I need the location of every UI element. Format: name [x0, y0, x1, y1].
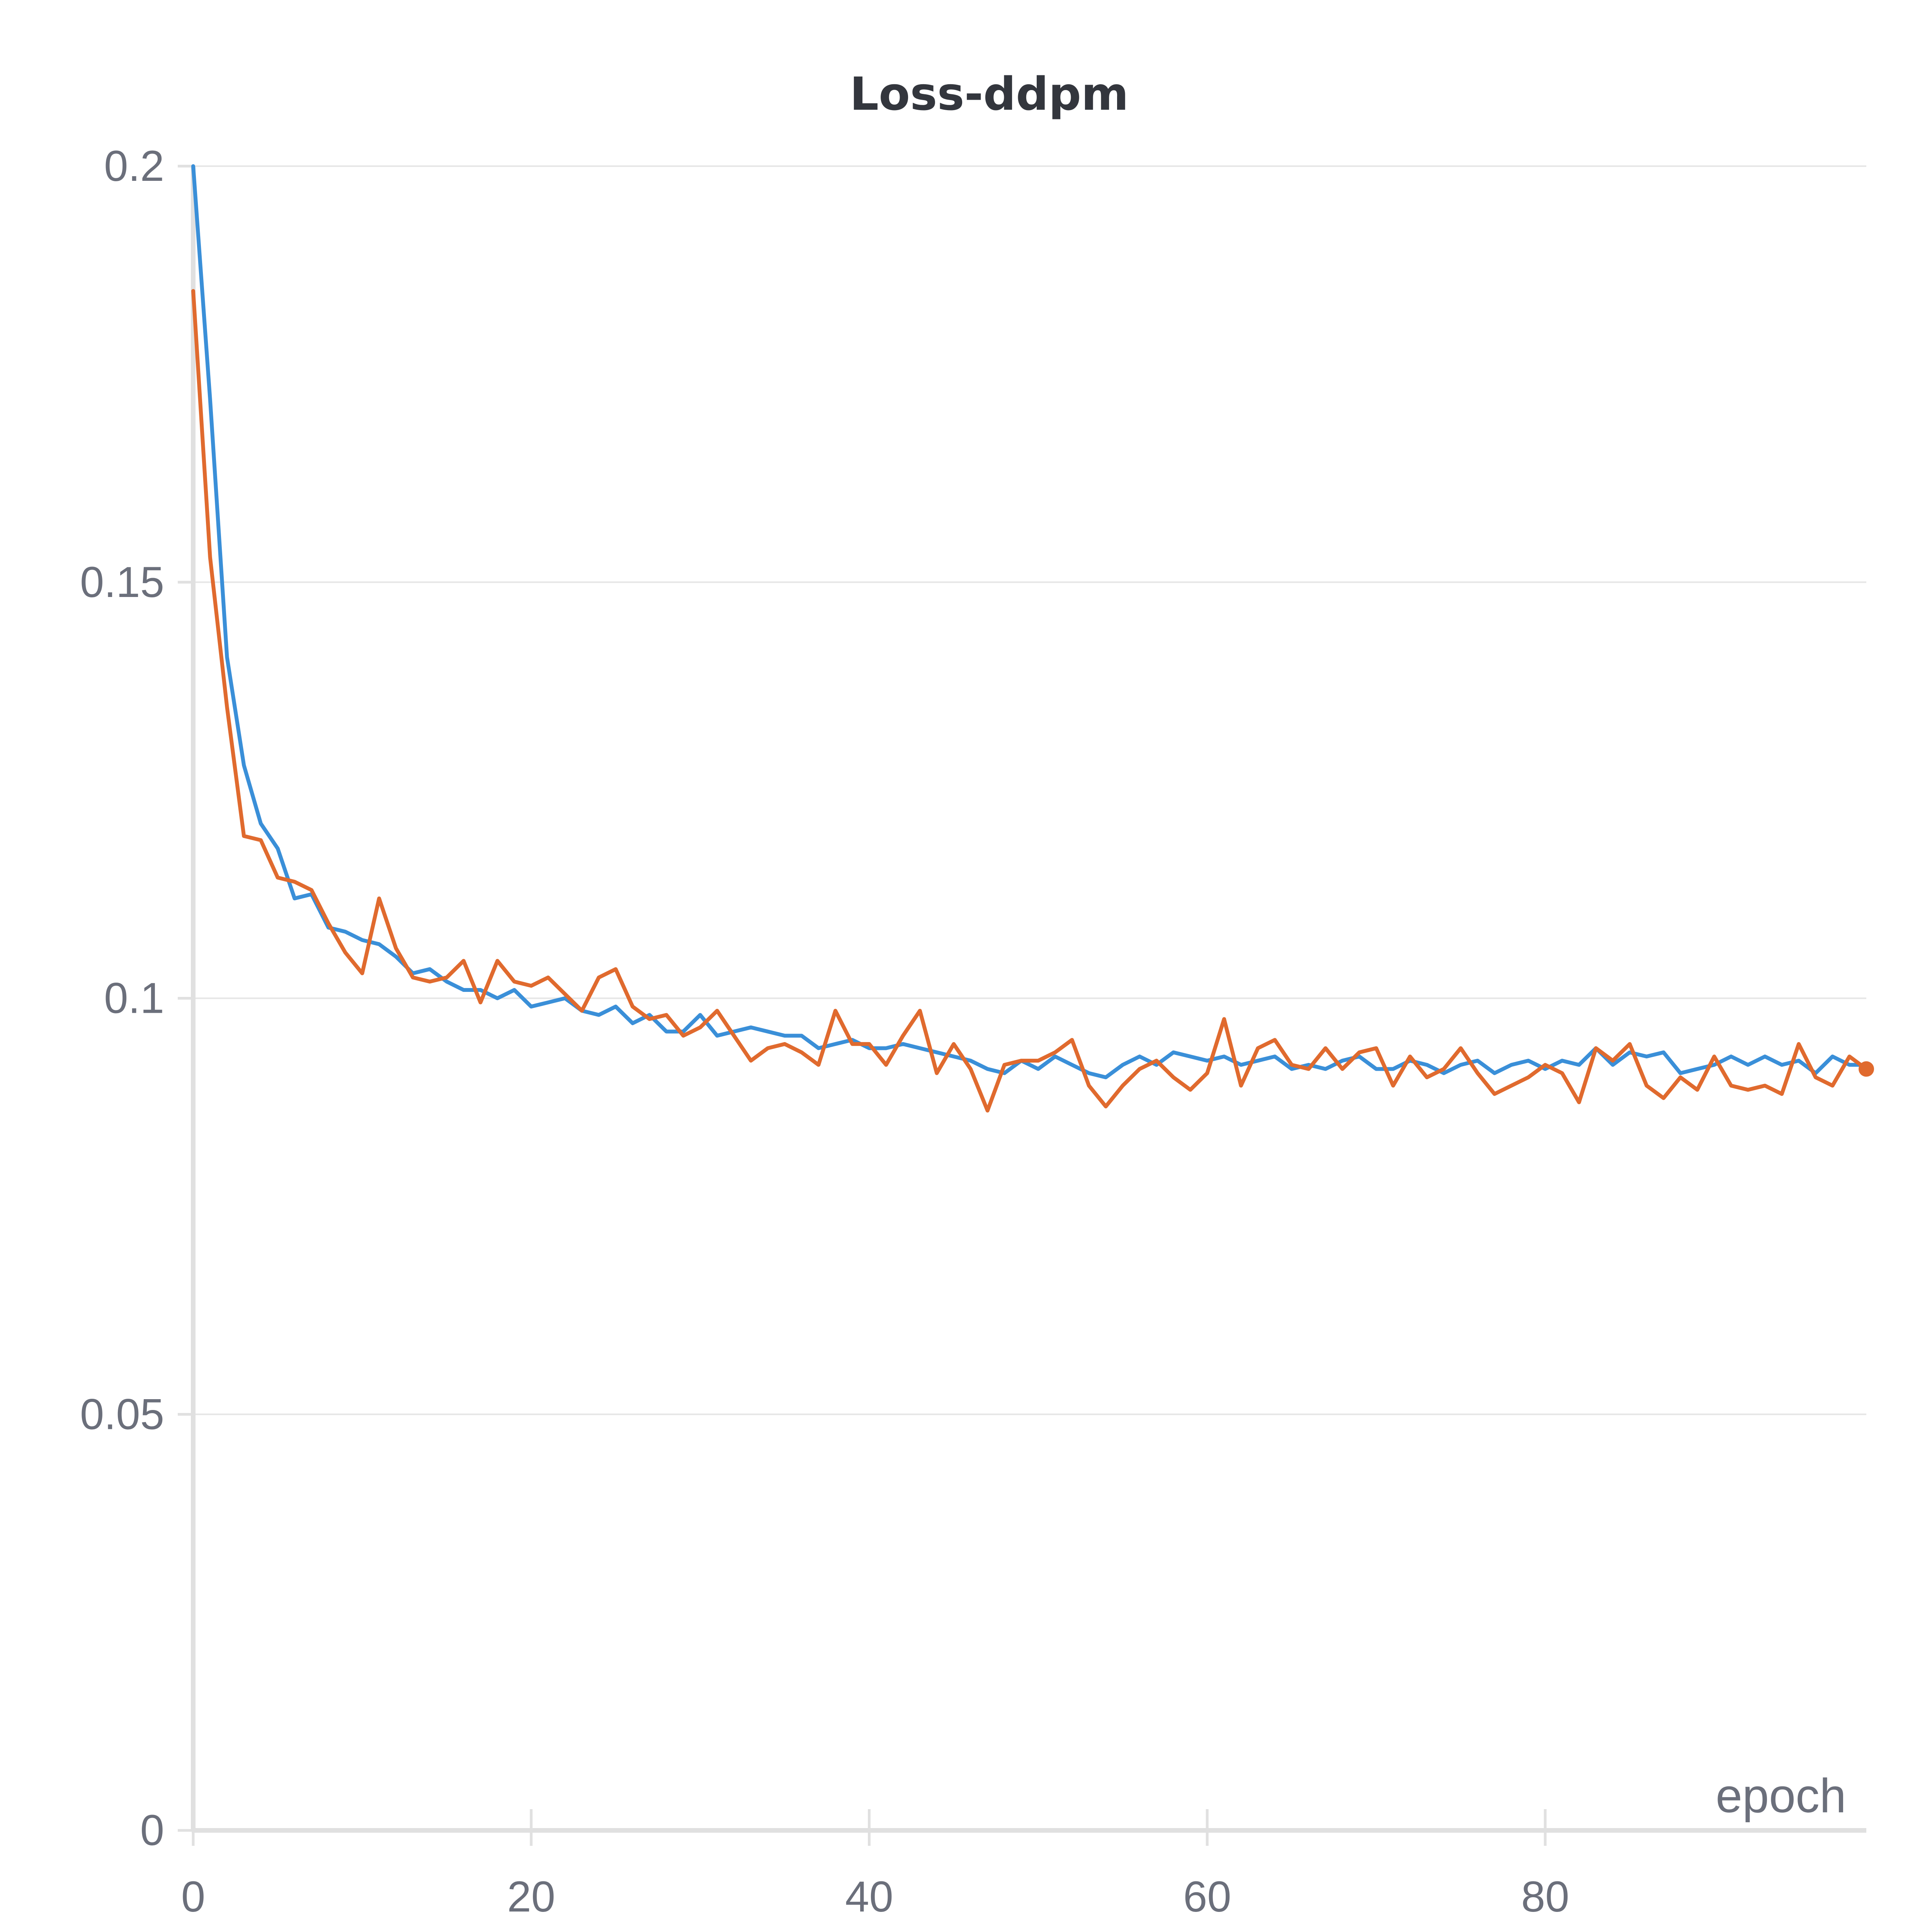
x-tick-label: 20 — [507, 1872, 555, 1921]
series-lines — [191, 164, 1874, 1113]
x-axis-label: epoch — [1716, 1769, 1846, 1823]
series-end-marker — [1859, 1061, 1874, 1077]
x-tick-label: 80 — [1521, 1872, 1570, 1921]
y-tick-label: 0.15 — [80, 558, 164, 606]
x-tick-label: 0 — [181, 1872, 205, 1921]
x-tick-label: 40 — [845, 1872, 893, 1921]
y-tick-label: 0 — [140, 1806, 164, 1854]
chart-title: Loss-ddpm — [850, 67, 1129, 121]
series-line-1 — [191, 164, 1868, 1080]
x-tick-label: 60 — [1183, 1872, 1231, 1921]
y-tick-label: 0.2 — [104, 142, 164, 190]
y-tick-label: 0.1 — [104, 974, 164, 1022]
grid-lines — [193, 165, 1866, 1415]
x-axis-ticks: 0 20 40 60 80 — [181, 1809, 1569, 1921]
y-tick-label: 0.05 — [80, 1390, 164, 1438]
series-line-2 — [191, 289, 1868, 1113]
y-axis-ticks: 0 0.05 0.1 0.15 0.2 — [80, 142, 193, 1854]
